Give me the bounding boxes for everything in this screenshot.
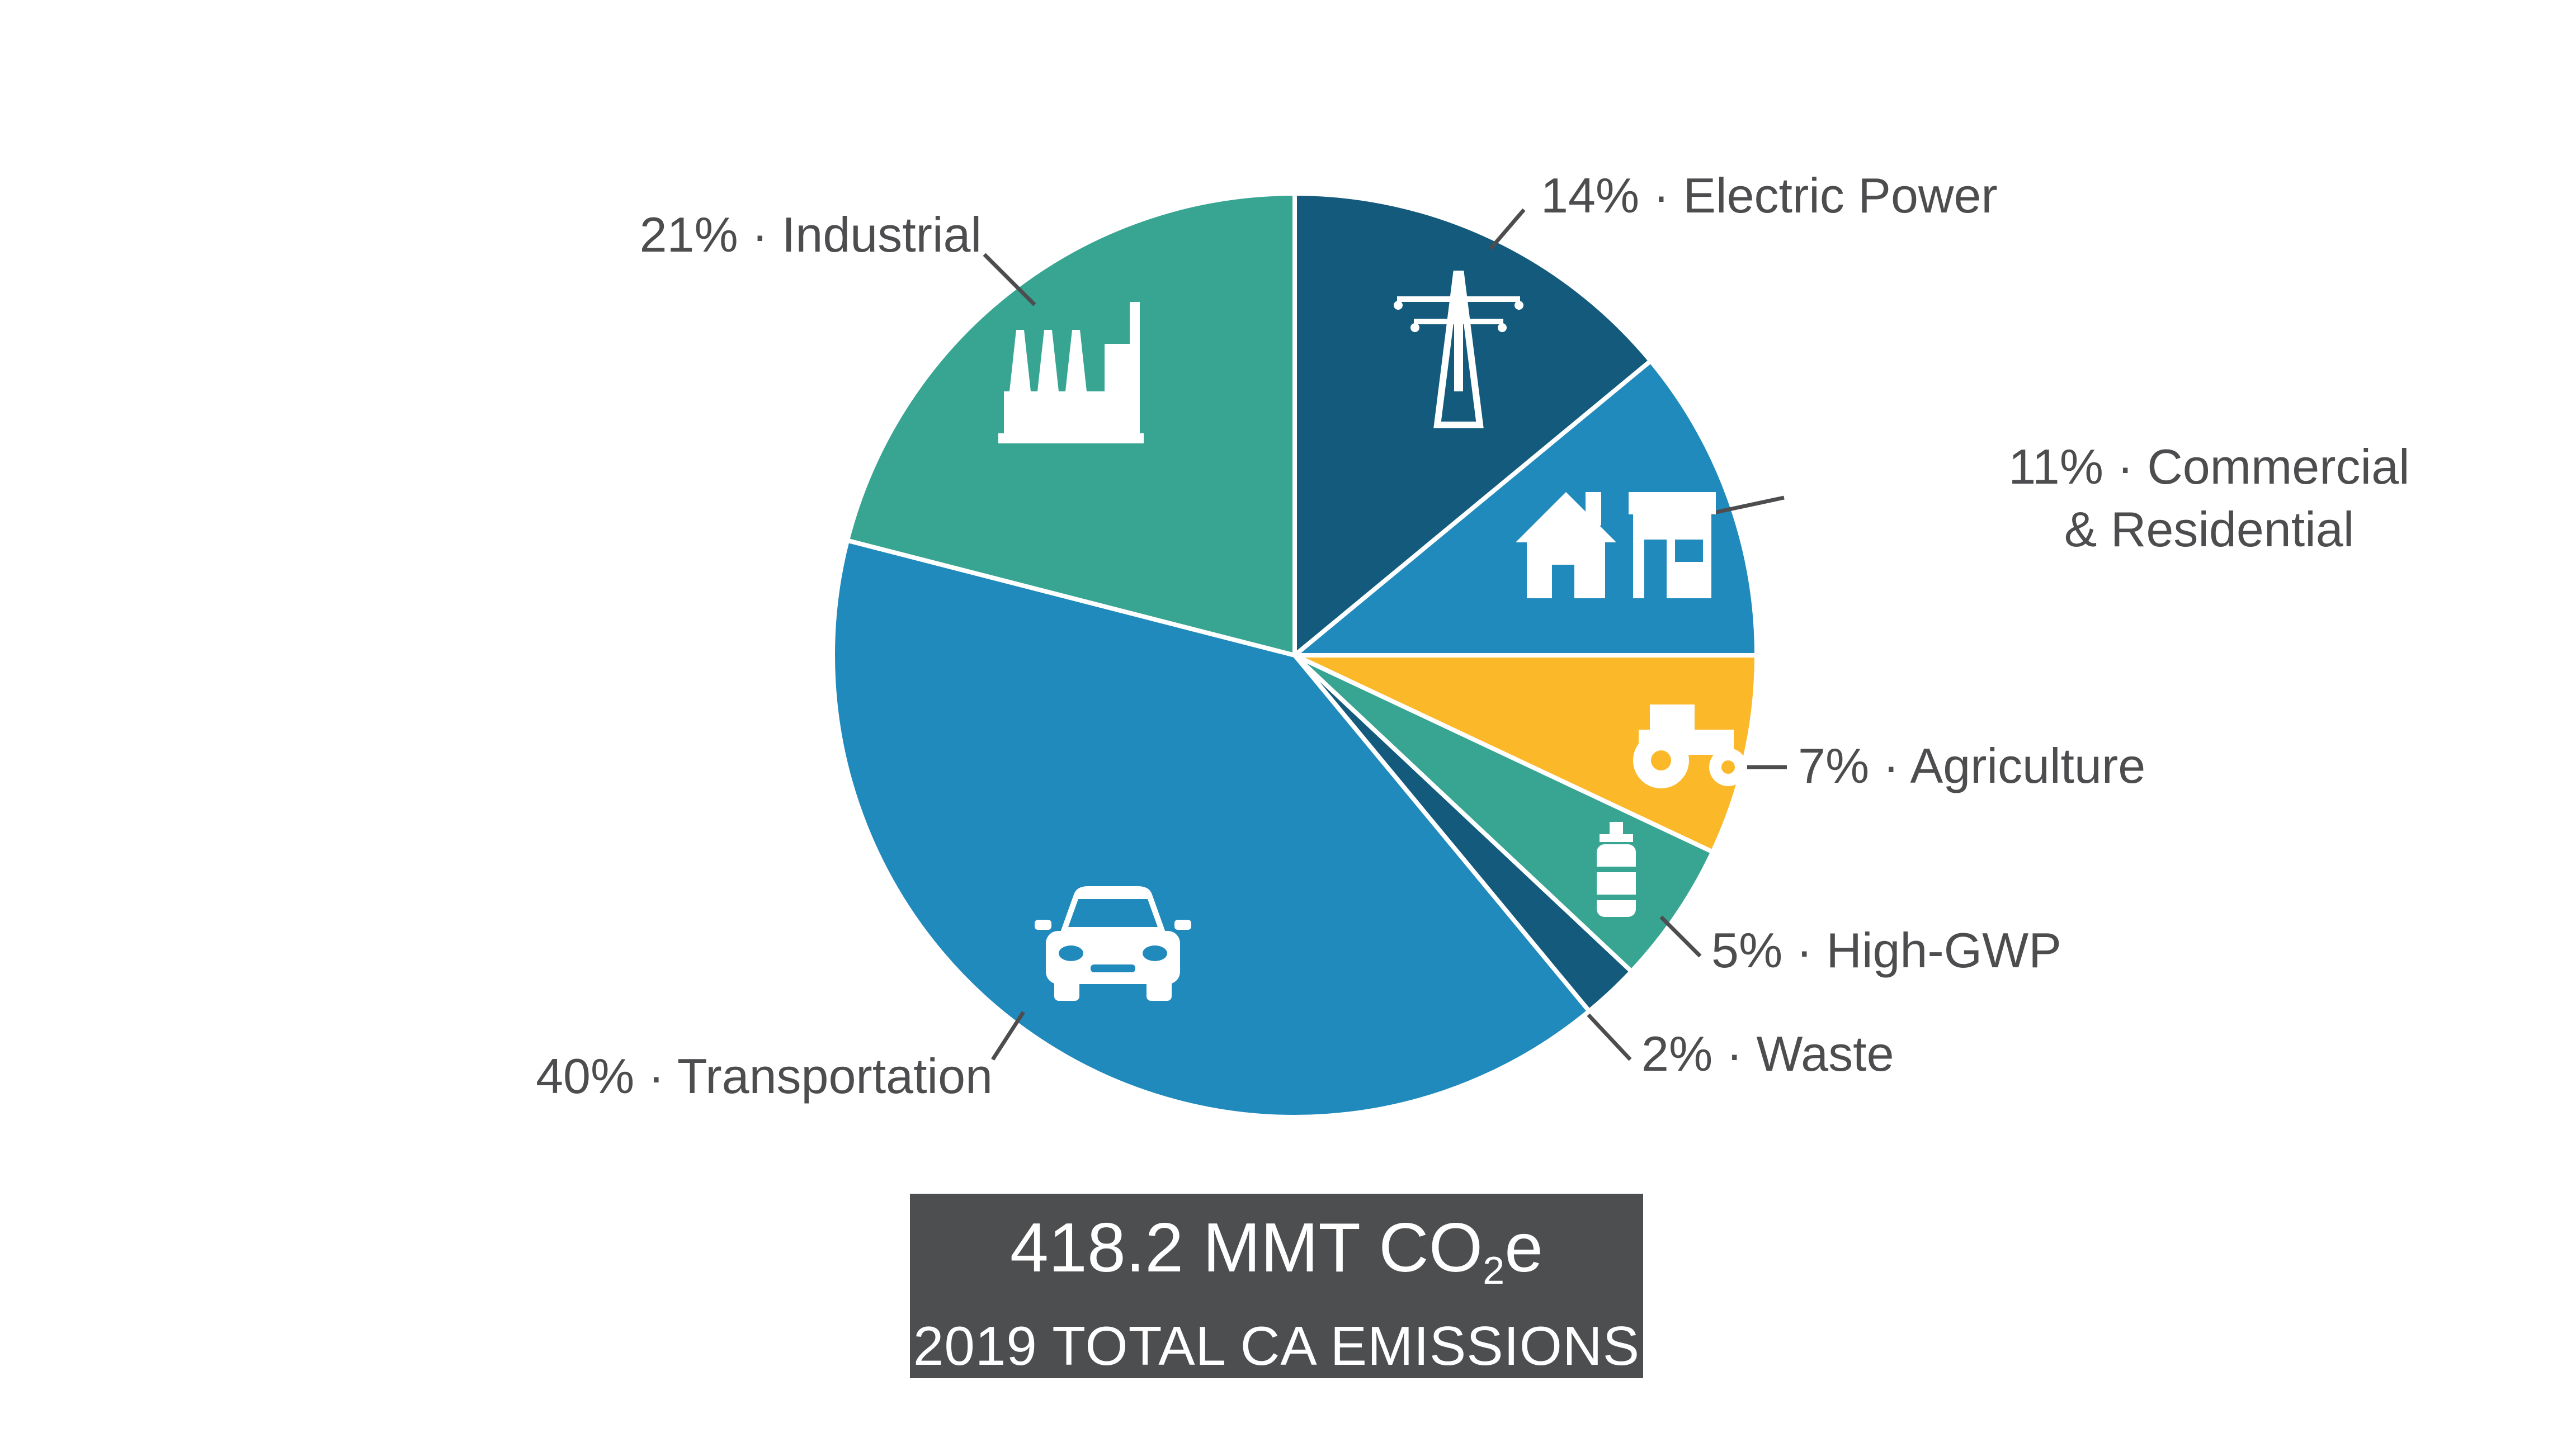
total-value-text: 418.2 MMT CO — [1009, 1209, 1483, 1287]
leader-line-3 — [1659, 915, 1702, 958]
car-icon — [1035, 886, 1191, 1001]
power-tower-icon — [1394, 271, 1523, 428]
pie-slices — [831, 191, 1759, 1119]
pie-slice-5 — [831, 538, 1592, 1119]
tractor-icon — [1633, 704, 1747, 788]
house-icon — [1516, 492, 1616, 598]
leader-line-5 — [991, 1011, 1025, 1061]
store-icon — [1629, 492, 1716, 598]
slice-label-6: 21% · Industrial — [640, 207, 982, 262]
slice-label-3: 5% · High-GWP — [1711, 923, 2061, 978]
total-value: 418.2 MMT CO2e — [910, 1206, 1643, 1312]
slice-label-5: 40% · Transportation — [536, 1048, 993, 1104]
gas-cylinder-icon — [1597, 822, 1636, 917]
slice-label-4: 2% · Waste — [1641, 1026, 1894, 1081]
total-emissions-box: 418.2 MMT CO2e 2019 TOTAL CA EMISSIONS — [910, 1194, 1643, 1378]
slice-label-2: 7% · Agriculture — [1798, 738, 2145, 793]
factory-icon — [998, 302, 1144, 443]
leader-line-0 — [1489, 208, 1526, 250]
total-subscript: 2 — [1483, 1249, 1505, 1292]
leader-line-4 — [1587, 1013, 1632, 1061]
slice-label-1-line2: & Residential — [2064, 502, 2355, 557]
total-caption: 2019 TOTAL CA EMISSIONS — [913, 1315, 1640, 1377]
total-suffix: e — [1504, 1209, 1544, 1287]
pie-slice-2 — [1292, 653, 1759, 854]
leader-line-1 — [1705, 495, 1785, 517]
slice-label-0: 14% · Electric Power — [1541, 168, 1998, 223]
slice-label-1: 11% · Commercial — [2008, 439, 2409, 494]
leader-lines — [983, 208, 1787, 1061]
slice-labels: 14% · Electric Power 11% · Commercial & Re… — [536, 168, 2409, 1104]
leader-line-6 — [983, 253, 1036, 306]
